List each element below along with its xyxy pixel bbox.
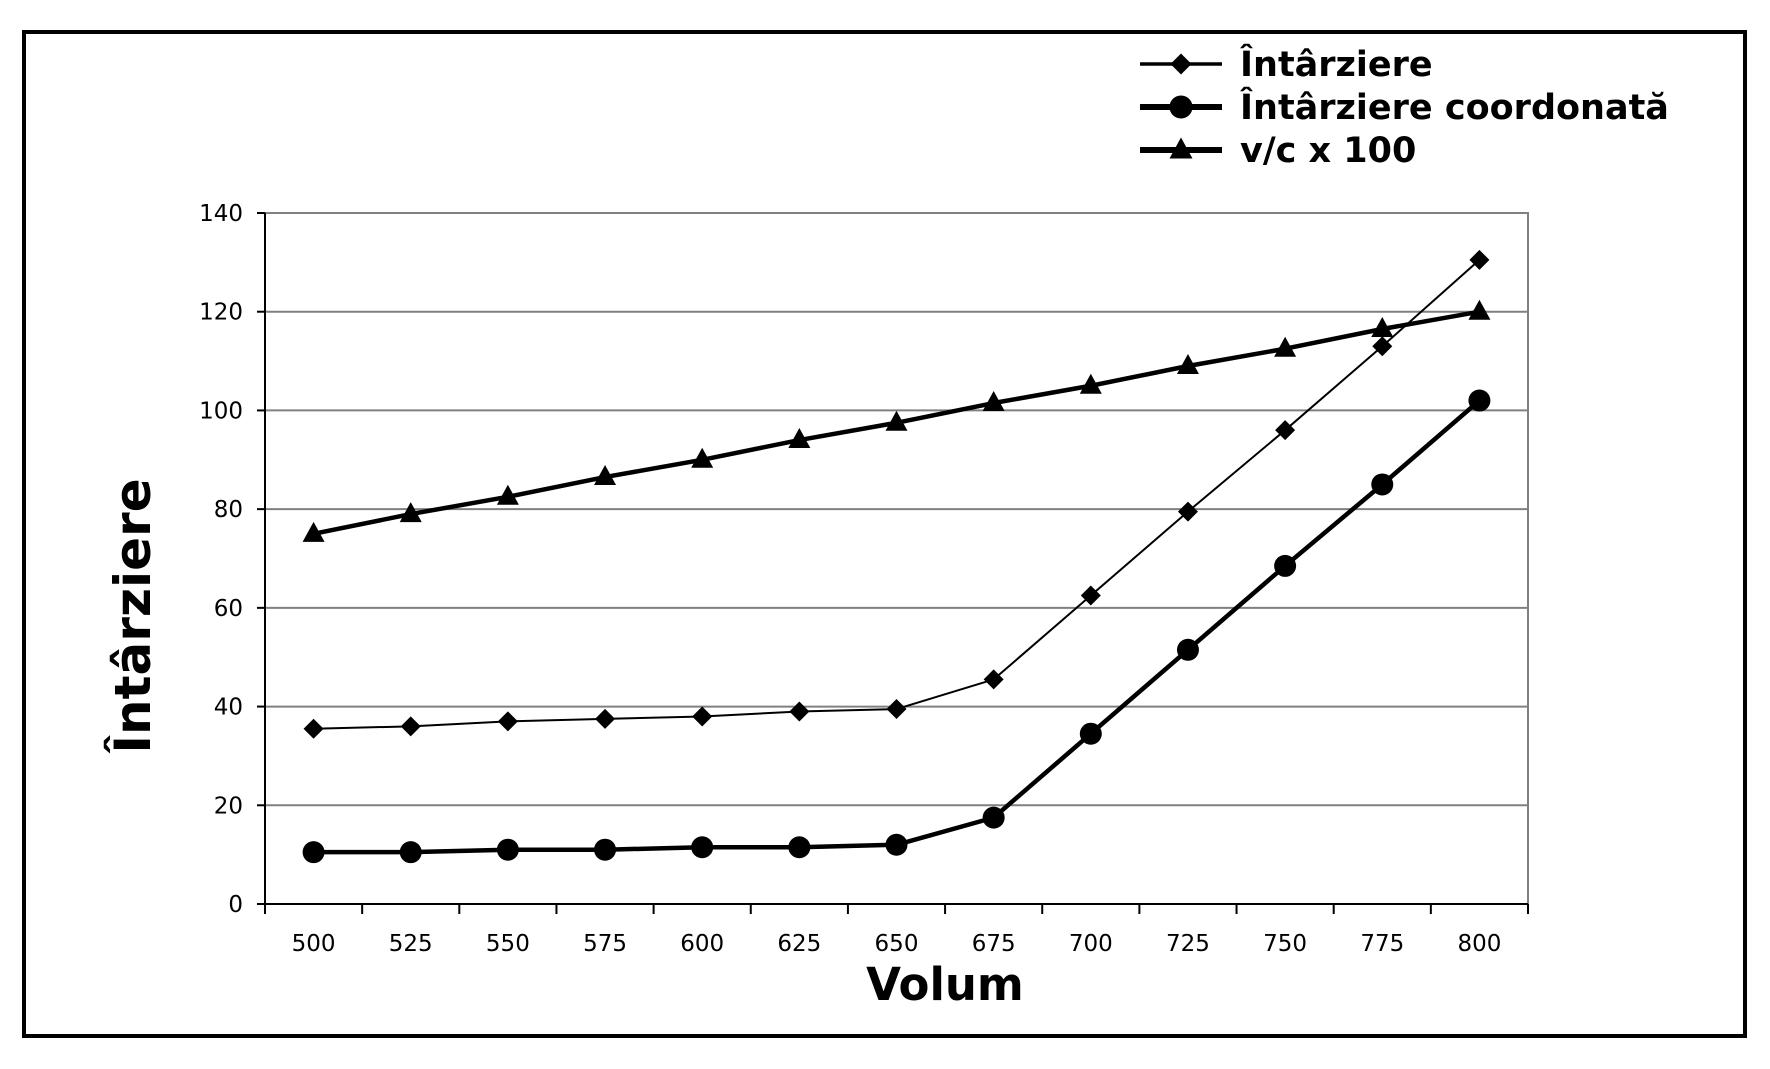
data-point-circle <box>1371 473 1394 496</box>
data-point-circle <box>1274 554 1297 577</box>
legend-label: Întârziere coordonată <box>1240 86 1669 128</box>
y-tick-label: 40 <box>214 695 243 721</box>
series <box>302 249 1491 864</box>
x-tick-label: 750 <box>1263 931 1307 957</box>
legend-marker-circle <box>1169 95 1193 119</box>
data-point-triangle <box>496 484 519 505</box>
x-tick-label: 600 <box>680 931 724 957</box>
x-axis-title: Volum <box>866 958 1024 1011</box>
data-point-diamond <box>1372 336 1393 357</box>
data-point-triangle <box>982 391 1005 412</box>
legend-marker-triangle <box>1169 137 1193 159</box>
data-point-diamond <box>497 711 518 732</box>
y-tick-label: 140 <box>199 201 243 227</box>
x-tick-label: 675 <box>972 931 1016 957</box>
data-point-triangle <box>302 521 325 542</box>
data-point-diamond <box>1080 585 1101 606</box>
legend-entry: Întârziere <box>1140 43 1433 85</box>
data-point-diamond <box>789 701 810 722</box>
y-tick-label: 80 <box>214 497 243 523</box>
data-point-diamond <box>886 699 907 720</box>
data-point-circle <box>1079 722 1102 745</box>
data-point-circle <box>302 841 325 864</box>
legend-entry: v/c x 100 <box>1140 131 1416 171</box>
data-point-triangle <box>885 410 908 431</box>
data-point-diamond <box>1177 501 1198 522</box>
data-point-circle <box>1176 638 1199 661</box>
series-line <box>313 259 1481 730</box>
legend-marker-diamond <box>1170 53 1192 75</box>
legend-label: Întârziere <box>1240 43 1433 85</box>
data-point-circle <box>885 833 908 856</box>
data-point-triangle <box>1468 299 1491 320</box>
data-point-triangle <box>788 428 811 449</box>
data-point-triangle <box>594 465 617 486</box>
legend-entry: Întârziere coordonată <box>1140 86 1669 128</box>
plot-area-border <box>264 212 1529 905</box>
series-0 <box>303 249 1490 739</box>
y-tick-label: 20 <box>214 793 243 819</box>
legend-label: v/c x 100 <box>1240 131 1416 171</box>
data-point-triangle <box>399 502 422 523</box>
x-tick-label: 725 <box>1166 931 1210 957</box>
x-tick-label: 625 <box>777 931 821 957</box>
data-point-triangle <box>1176 354 1199 375</box>
data-point-diamond <box>303 718 324 739</box>
data-point-diamond <box>400 716 421 737</box>
gridlines <box>264 212 1529 905</box>
x-tick-label: 525 <box>389 931 433 957</box>
x-tick-label: 775 <box>1360 931 1404 957</box>
x-tick-label: 800 <box>1457 931 1501 957</box>
data-point-circle <box>788 836 811 859</box>
y-axis-title: Întârziere <box>103 478 162 753</box>
axes: 0 20 40 60 80 100 120 140 500 525 550 575 600 625 650 6… <box>199 201 1529 957</box>
series-line <box>313 398 1481 855</box>
data-point-circle <box>1468 389 1491 412</box>
x-tick-label: 500 <box>292 931 336 957</box>
x-tick-label: 700 <box>1069 931 1113 957</box>
data-point-triangle <box>691 447 714 468</box>
series-2 <box>302 299 1491 542</box>
data-point-circle <box>982 806 1005 829</box>
data-point-diamond <box>692 706 713 727</box>
data-point-diamond <box>595 708 616 729</box>
data-point-diamond <box>1469 249 1490 270</box>
y-tick-label: 120 <box>199 300 243 326</box>
x-tick-label: 575 <box>583 931 627 957</box>
x-tick-label: 650 <box>875 931 919 957</box>
data-point-triangle <box>1274 336 1297 357</box>
data-point-circle <box>399 841 422 864</box>
data-point-circle <box>594 838 617 861</box>
data-point-circle <box>496 838 519 861</box>
series-1 <box>302 389 1491 864</box>
y-tick-label: 0 <box>228 892 243 918</box>
y-tick-label: 100 <box>199 398 243 424</box>
data-point-triangle <box>1079 373 1102 394</box>
data-point-diamond <box>983 669 1004 690</box>
data-point-circle <box>691 836 714 859</box>
data-point-diamond <box>1275 420 1296 441</box>
y-tick-label: 60 <box>214 596 243 622</box>
x-tick-label: 550 <box>486 931 530 957</box>
data-point-triangle <box>1371 316 1394 337</box>
